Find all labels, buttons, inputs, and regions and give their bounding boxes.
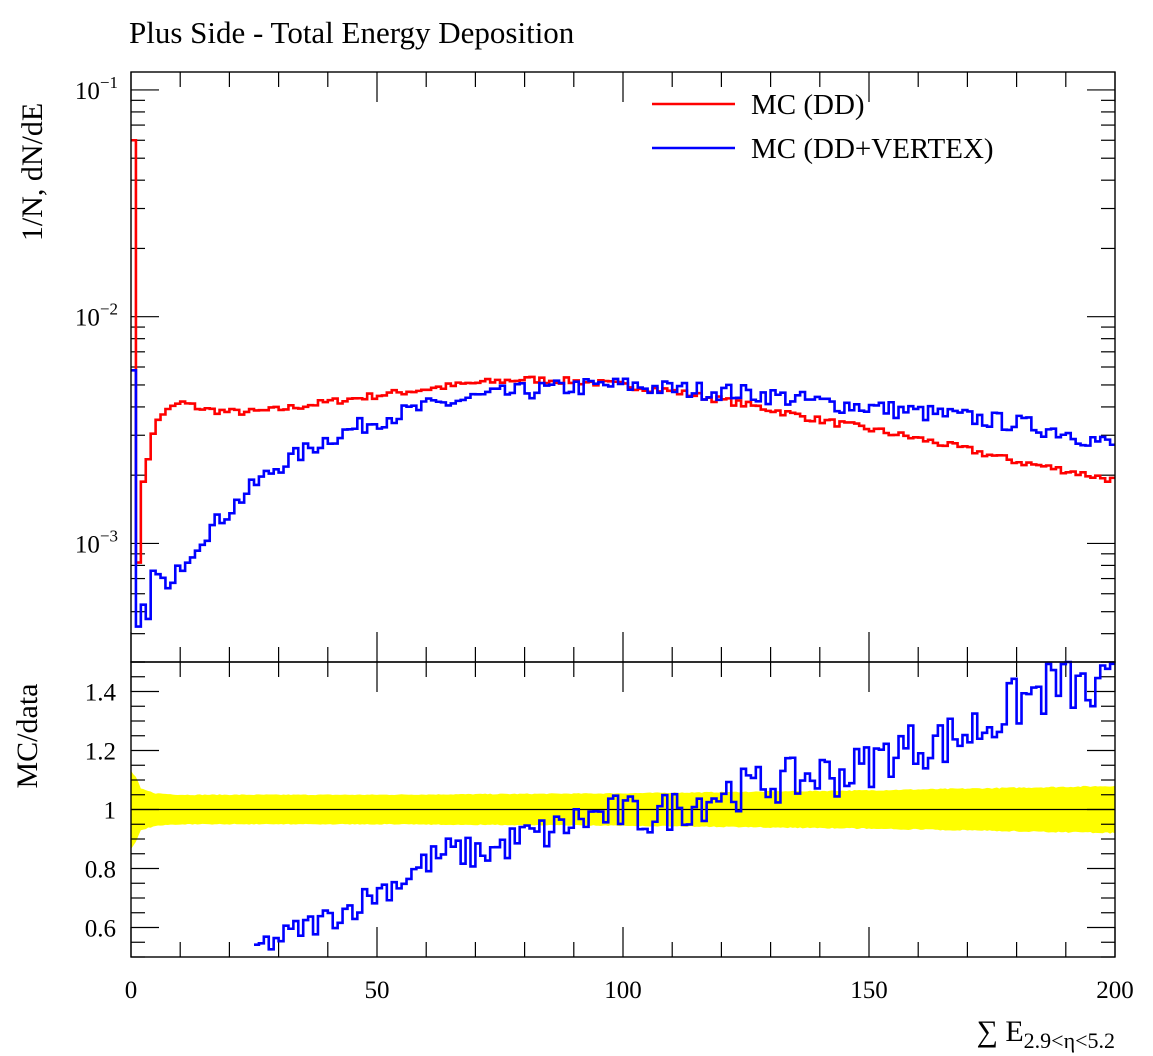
x-tick-label: 150 (850, 977, 888, 1004)
ratio-y-tick-label: 0.6 (85, 916, 116, 943)
main-y-tick-label: 10−2 (75, 300, 118, 332)
ratio-y-axis-label: MC/data (11, 684, 44, 789)
ratio-panel: 0.6 0.8 1 1.2 1.4 0 50 100 150 200 MC/data ∑ E2.… (11, 660, 1134, 1053)
main-y-axis-label: 1/N, dN/dE (16, 103, 49, 241)
ratio-x-tick-labels: 0 50 100 150 200 (125, 977, 1134, 1004)
main-y-tick-label: 10−1 (75, 73, 118, 105)
ratio-y-tick-label: 1.4 (85, 680, 117, 707)
tick-label-base: 10 (75, 305, 100, 332)
legend-label-mc-dd: MC (DD) (751, 89, 865, 121)
x-axis-label-main: ∑ E (976, 1015, 1023, 1048)
x-axis-label-subscript: 2.9<η<5.2 (1024, 1028, 1115, 1053)
tick-label-exponent: −3 (100, 526, 118, 545)
legend: MC (DD) MC (DD+VERTEX) (652, 89, 994, 165)
tick-label-base: 10 (75, 531, 100, 558)
ratio-series-group (254, 660, 1115, 951)
main-series-group (131, 138, 1115, 628)
x-tick-label: 0 (125, 977, 138, 1004)
main-y-tick-label: 10−3 (75, 526, 118, 558)
series-line-mc-dd (131, 138, 1115, 564)
chart-title: Plus Side - Total Energy Deposition (129, 15, 575, 50)
legend-label-mc-dd-vertex: MC (DD+VERTEX) (751, 133, 994, 165)
ratio-y-tick-label: 0.8 (85, 857, 116, 884)
tick-label-exponent: −1 (100, 73, 118, 92)
x-tick-label: 200 (1096, 977, 1134, 1004)
main-panel: 10−310−210−1 1/N, dN/dE MC (DD)MC (DD+VE… (16, 71, 1116, 663)
ratio-series-line-mc-dd-vertex (254, 660, 1115, 951)
main-axis-ticks (130, 72, 1116, 663)
series-line-mc-dd-vertex (131, 369, 1115, 628)
ratio-y-tick-label: 1.2 (85, 739, 116, 766)
x-tick-label: 100 (604, 977, 642, 1004)
tick-label-base: 10 (75, 78, 100, 105)
tick-label-exponent: −2 (100, 300, 118, 319)
x-axis-label: ∑ E2.9<η<5.2 (976, 1015, 1115, 1053)
x-tick-label: 50 (365, 977, 390, 1004)
ratio-y-tick-label: 1 (104, 798, 117, 825)
ratio-plot-frame (130, 661, 1116, 958)
ratio-y-tick-labels: 0.6 0.8 1 1.2 1.4 (85, 680, 117, 943)
main-y-tick-labels: 10−310−210−1 (75, 73, 118, 558)
